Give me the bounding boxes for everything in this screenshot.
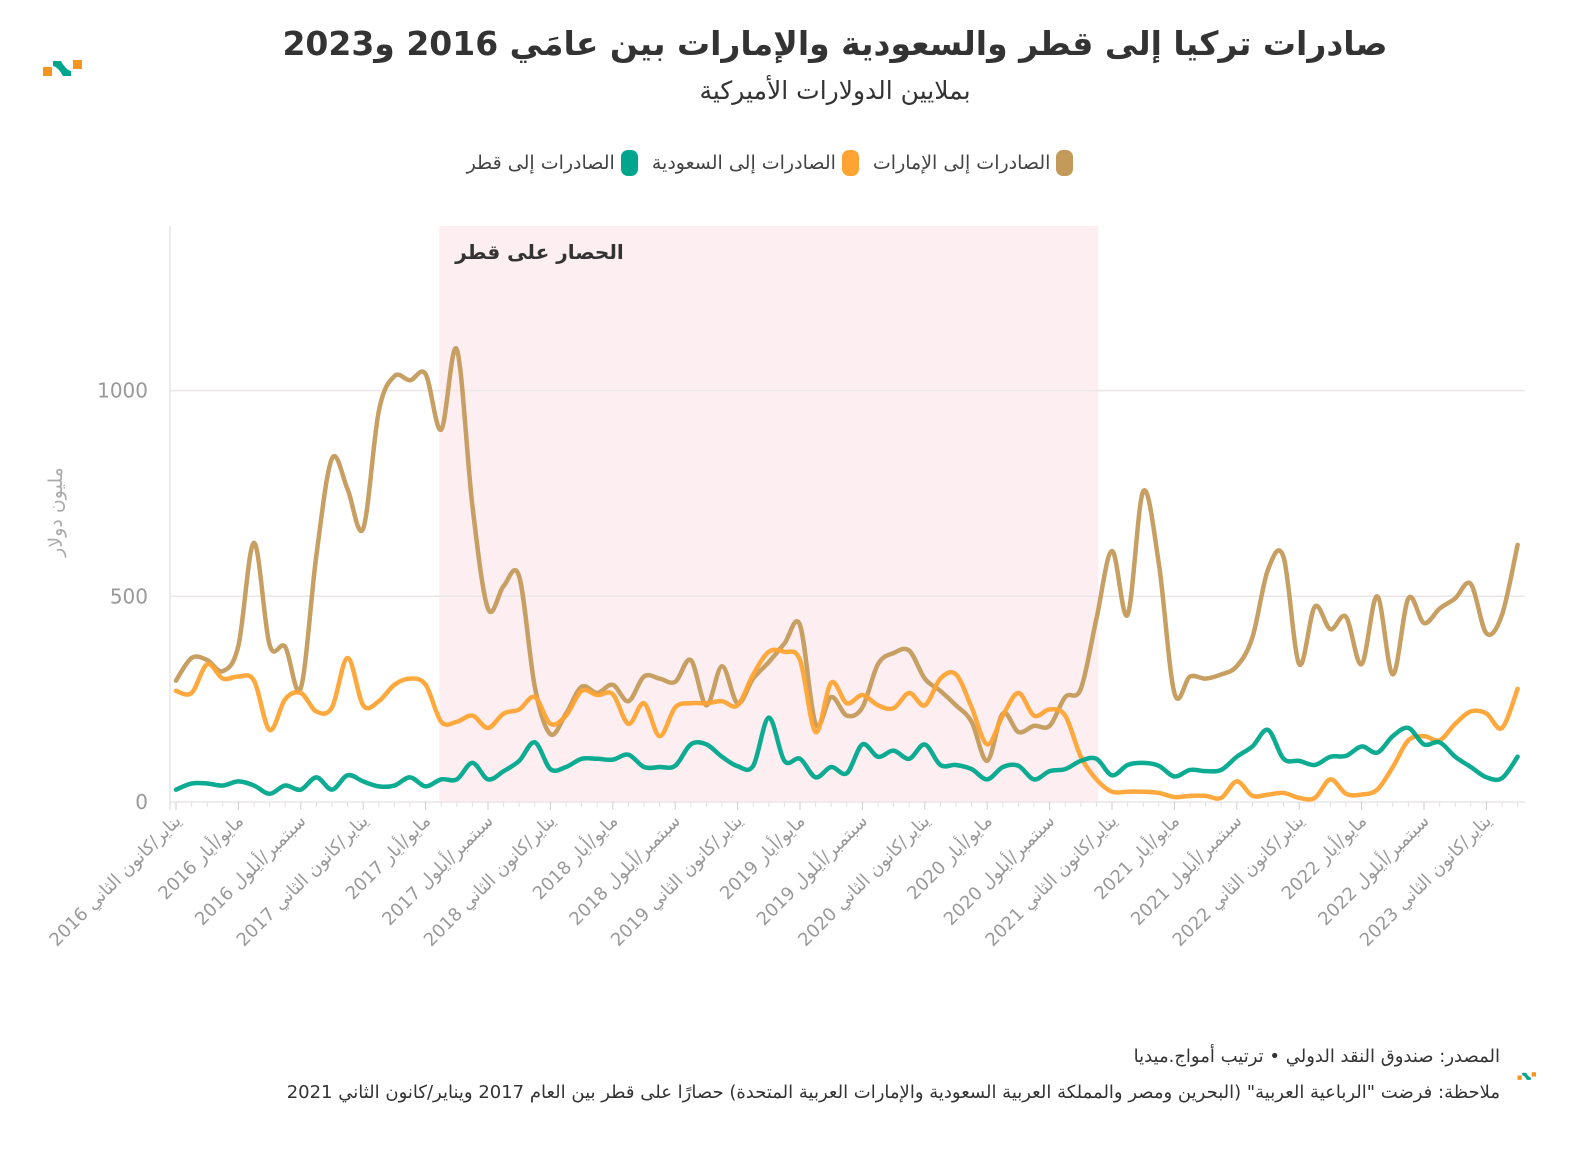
legend-item-uae[interactable]: الصادرات إلى الإمارات	[873, 150, 1074, 176]
legend-swatch-qatar	[620, 150, 638, 176]
y-axis-label: مليون دولار	[45, 467, 67, 558]
legend-label-qatar: الصادرات إلى قطر	[466, 152, 615, 174]
x-tick-label: سبتمبر/أيلول 2017	[377, 809, 498, 930]
y-tick-label: 1000	[97, 379, 148, 403]
x-tick-label: سبتمبر/أيلول 2022	[1313, 809, 1434, 930]
legend-label-uae: الصادرات إلى الإمارات	[872, 152, 1051, 174]
chart-title: صادرات تركيا إلى قطر والسعودية والإمارات…	[282, 24, 1388, 63]
legend-swatch-uae	[1056, 150, 1074, 176]
blockade-label: الحصار على قطر	[454, 240, 624, 264]
legend-item-qatar[interactable]: الصادرات إلى قطر	[467, 150, 638, 176]
y-tick-label: 500	[110, 584, 148, 608]
x-tick-label: سبتمبر/أيلول 2019	[751, 809, 872, 930]
x-tick-label: سبتمبر/أيلول 2016	[190, 809, 311, 930]
series-line-qatar	[173, 715, 1520, 797]
chart-subtitle: بملايين الدولارات الأميركية	[699, 76, 971, 105]
x-tick-label: سبتمبر/أيلول 2021	[1126, 809, 1247, 930]
footer-logo	[1517, 1067, 1537, 1086]
x-tick-label: سبتمبر/أيلول 2020	[938, 809, 1059, 930]
logo-mark-icon	[43, 60, 82, 76]
series-line-uae	[173, 346, 1520, 764]
legend: الصادرات إلى الإمارات الصادرات إلى السعو…	[0, 150, 1540, 176]
source-note: المصدر: صندوق النقد الدولي • ترتيب أمواج…	[1133, 1046, 1500, 1067]
series-line-saudi	[173, 647, 1520, 802]
footnote: ملاحظة: فرضت "الرباعية العربية" (البحرين…	[286, 1082, 1500, 1103]
legend-item-saudi[interactable]: الصادرات إلى السعودية	[652, 150, 859, 176]
brand-logo	[42, 58, 84, 80]
blockade-band	[439, 226, 1099, 802]
x-tick-label: سبتمبر/أيلول 2018	[564, 809, 685, 930]
legend-label-saudi: الصادرات إلى السعودية	[651, 152, 836, 174]
y-tick-label: 0	[135, 790, 148, 814]
logo-mark-icon	[1517, 1072, 1537, 1080]
legend-swatch-saudi	[841, 150, 859, 176]
